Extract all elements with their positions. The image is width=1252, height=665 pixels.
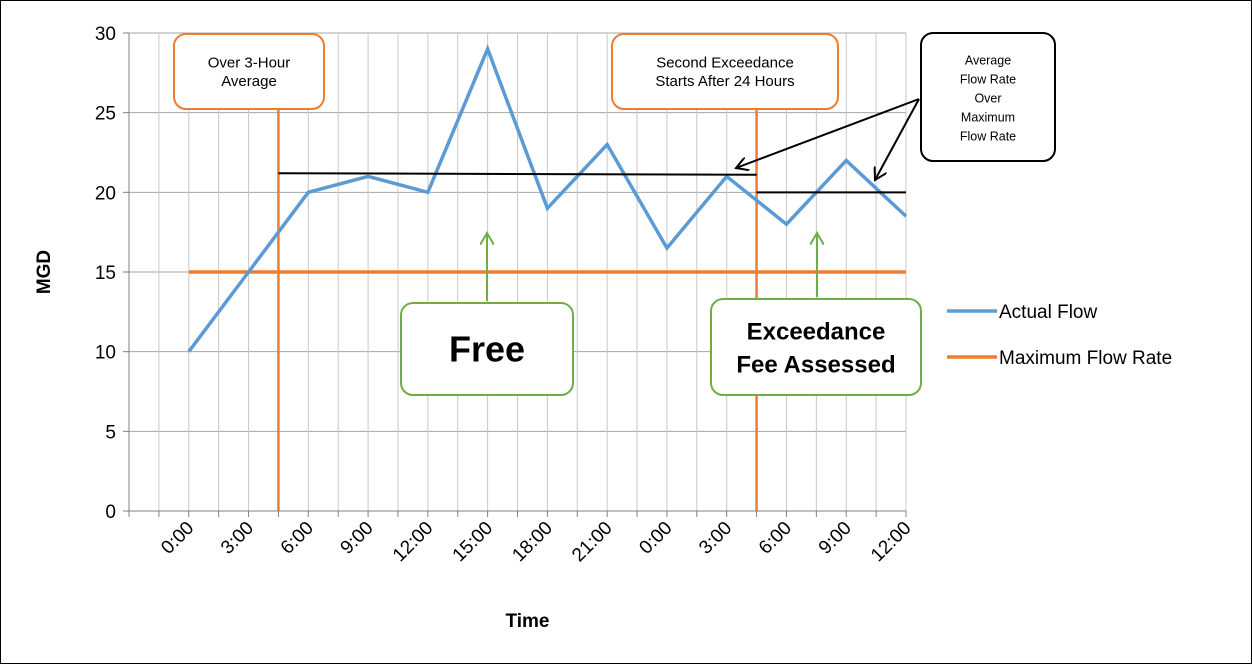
x-tick-label: 12:00 — [867, 518, 915, 566]
y-tick-label: 0 — [105, 502, 116, 523]
legend-label: Actual Flow — [999, 302, 1097, 323]
callout-second-exceedance-box — [612, 34, 838, 109]
y-tick-label: 10 — [95, 343, 116, 364]
legend-label: Maximum Flow Rate — [999, 348, 1172, 369]
legend: Actual Flow Maximum Flow Rate — [947, 302, 1172, 369]
x-tick-label: 6:00 — [755, 518, 796, 559]
x-tick-label: 0:00 — [157, 518, 198, 559]
x-tick-label: 9:00 — [815, 518, 856, 559]
callout-second-exceedance-text: Starts After 24 Hours — [655, 73, 794, 90]
y-axis-title: MGD — [34, 250, 55, 294]
callout-free: Free — [401, 303, 573, 395]
annotations: Over 3-Hour Average Second Exceedance Start… — [174, 33, 1055, 395]
callout-second-exceedance-text: Second Exceedance — [656, 54, 794, 71]
y-tick-label: 5 — [105, 422, 116, 443]
y-tick-label: 15 — [95, 263, 116, 284]
arrow-to-second-average — [875, 99, 919, 180]
callout-exceedance-fee-text: Exceedance — [747, 319, 886, 346]
callout-exceedance-fee-box — [711, 299, 921, 395]
y-tick-label: 30 — [95, 24, 116, 45]
callout-over-3hour-text: Over 3-Hour — [208, 54, 291, 71]
y-tick-label: 25 — [95, 104, 116, 125]
x-tick-label: 6:00 — [277, 518, 318, 559]
x-tick-label: 15:00 — [449, 518, 497, 566]
x-tick-label: 3:00 — [217, 518, 258, 559]
callout-average-over-max-text: Maximum — [961, 110, 1015, 124]
x-tick-label: 9:00 — [337, 518, 378, 559]
x-tick-label: 3:00 — [695, 518, 736, 559]
callout-exceedance-fee: Exceedance Fee Assessed — [711, 299, 921, 395]
callout-over-3hour-box — [174, 34, 324, 109]
callout-free-text: Free — [449, 329, 525, 370]
callout-exceedance-fee-text: Fee Assessed — [736, 352, 895, 379]
callout-average-over-max-text: Average — [965, 53, 1011, 67]
x-axis-title: Time — [505, 611, 549, 632]
x-tick-label: 18:00 — [508, 518, 556, 566]
legend-entry: Actual Flow — [947, 302, 1097, 323]
callout-average-over-max-text: Flow Rate — [960, 129, 1016, 143]
legend-entry: Maximum Flow Rate — [947, 348, 1172, 369]
y-tick-label: 20 — [95, 183, 116, 204]
x-tick-label: 21:00 — [568, 518, 616, 566]
callout-average-over-max-text: Flow Rate — [960, 72, 1016, 86]
x-tick-label: 0:00 — [635, 518, 676, 559]
average-line-first — [278, 173, 756, 175]
callout-average-over-max-text: Over — [974, 91, 1001, 105]
callout-over-3hour-text: Average — [221, 73, 277, 90]
callout-over-3hour: Over 3-Hour Average — [174, 34, 324, 109]
callout-second-exceedance: Second Exceedance Starts After 24 Hours — [612, 34, 838, 109]
x-tick-label: 12:00 — [389, 518, 437, 566]
callout-average-over-max: Average Flow Rate Over Maximum Flow Rate — [921, 33, 1055, 161]
